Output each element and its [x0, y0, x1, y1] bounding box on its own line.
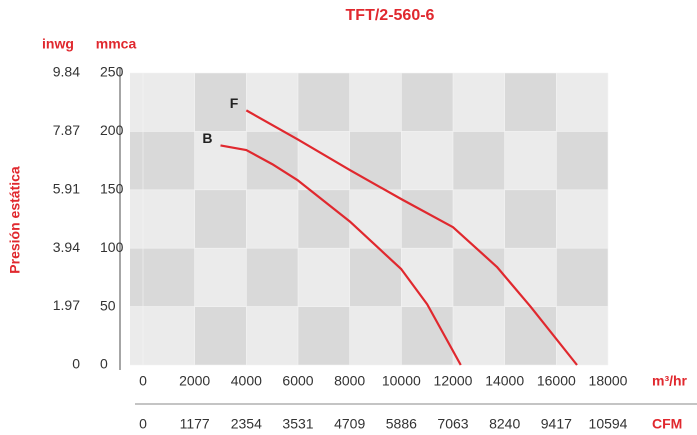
plot-cell: [401, 131, 453, 190]
y-tick-label: 150: [100, 181, 124, 197]
plot-cell: [194, 306, 247, 365]
x2-unit: CFM: [652, 416, 682, 432]
plot-cell: [504, 306, 557, 365]
x-tick-label: 12000: [434, 373, 473, 389]
plot-cell: [401, 73, 453, 132]
y2-tick-label: 1.97: [53, 297, 80, 313]
y2-unit: inwg: [42, 36, 74, 52]
plot-cell: [194, 73, 247, 132]
plot-cell: [194, 189, 247, 249]
x-tick-label: 18000: [589, 373, 628, 389]
plot-cell: [298, 189, 350, 249]
plot-cell: [453, 189, 505, 249]
plot-cell: [556, 73, 608, 132]
y-tick-label: 50: [100, 297, 116, 313]
curve-label: F: [230, 95, 239, 111]
x-tick-label: 14000: [485, 373, 524, 389]
plot-cell: [246, 306, 298, 365]
plot-cell: [349, 189, 402, 249]
x2-tick-label: 2354: [231, 416, 262, 432]
plot-cell: [349, 131, 402, 190]
x-tick-label: 6000: [282, 373, 313, 389]
y2-tick-label: 3.94: [53, 239, 80, 255]
y2-tick-label: 9.84: [53, 64, 80, 80]
plot-cell: [453, 248, 505, 307]
x2-tick-label: 8240: [489, 416, 520, 432]
plot-cell: [504, 73, 557, 132]
x-unit: m³/hr: [652, 373, 688, 389]
x-tick-label: 4000: [231, 373, 262, 389]
plot-cell: [401, 248, 453, 307]
plot-cell: [298, 131, 350, 190]
plot-cell: [246, 131, 298, 190]
y2-tick-label: 7.87: [53, 122, 80, 138]
y-unit: mmca: [96, 36, 137, 52]
plot-cell: [453, 131, 505, 190]
x-tick-label: 0: [139, 373, 147, 389]
plot-cell: [453, 306, 505, 365]
plot-cell: [504, 189, 557, 249]
plot-cell: [298, 306, 350, 365]
plot-cell: [130, 248, 195, 307]
plot-cell: [556, 306, 608, 365]
curve: [245, 109, 578, 366]
y-tick-label: 250: [100, 64, 124, 80]
plot-background: [130, 73, 608, 365]
x-tick-label: 2000: [179, 373, 210, 389]
curve-label: B: [202, 130, 212, 146]
x2-tick-label: 4709: [334, 416, 365, 432]
x2-tick-label: 5886: [386, 416, 417, 432]
x2-tick-label: 9417: [541, 416, 572, 432]
plot-cell: [246, 248, 298, 307]
y2-tick-label: 0: [72, 356, 80, 372]
plot-cell: [130, 73, 195, 132]
plot-cell: [401, 189, 453, 249]
plot-cell: [246, 189, 298, 249]
y-axis-label: Presión estática: [7, 166, 23, 274]
x2-tick-label: 7063: [437, 416, 468, 432]
x-tick-label: 8000: [334, 373, 365, 389]
plot-cell: [349, 306, 402, 365]
x2-tick-label: 3531: [282, 416, 313, 432]
plot-cell: [130, 189, 195, 249]
plot-cell: [130, 306, 195, 365]
plot-cell: [349, 73, 402, 132]
plot-cell: [298, 248, 350, 307]
x-tick-label: 16000: [537, 373, 576, 389]
plot-cell: [194, 248, 247, 307]
plot-cell: [504, 131, 557, 190]
y-tick-label: 200: [100, 122, 124, 138]
y-tick-label: 100: [100, 239, 124, 255]
y-tick-label: 0: [100, 356, 108, 372]
plot-cell: [556, 248, 608, 307]
x2-tick-label: 1177: [180, 416, 210, 432]
plot-cell: [298, 73, 350, 132]
plot-cell: [556, 131, 608, 190]
plot-cell: [130, 131, 195, 190]
plot-cell: [194, 131, 247, 190]
curve: [220, 144, 462, 366]
plot-cell: [504, 248, 557, 307]
x2-tick-label: 0: [139, 416, 147, 432]
x2-tick-label: 10594: [589, 416, 628, 432]
plot-cell: [556, 189, 608, 249]
plot-cell: [349, 248, 402, 307]
chart-title: TFT/2-560-6: [346, 7, 435, 24]
y2-tick-label: 5.91: [53, 180, 80, 196]
x-tick-label: 10000: [382, 373, 421, 389]
plot-cell: [453, 73, 505, 132]
plot-cell: [246, 73, 298, 132]
